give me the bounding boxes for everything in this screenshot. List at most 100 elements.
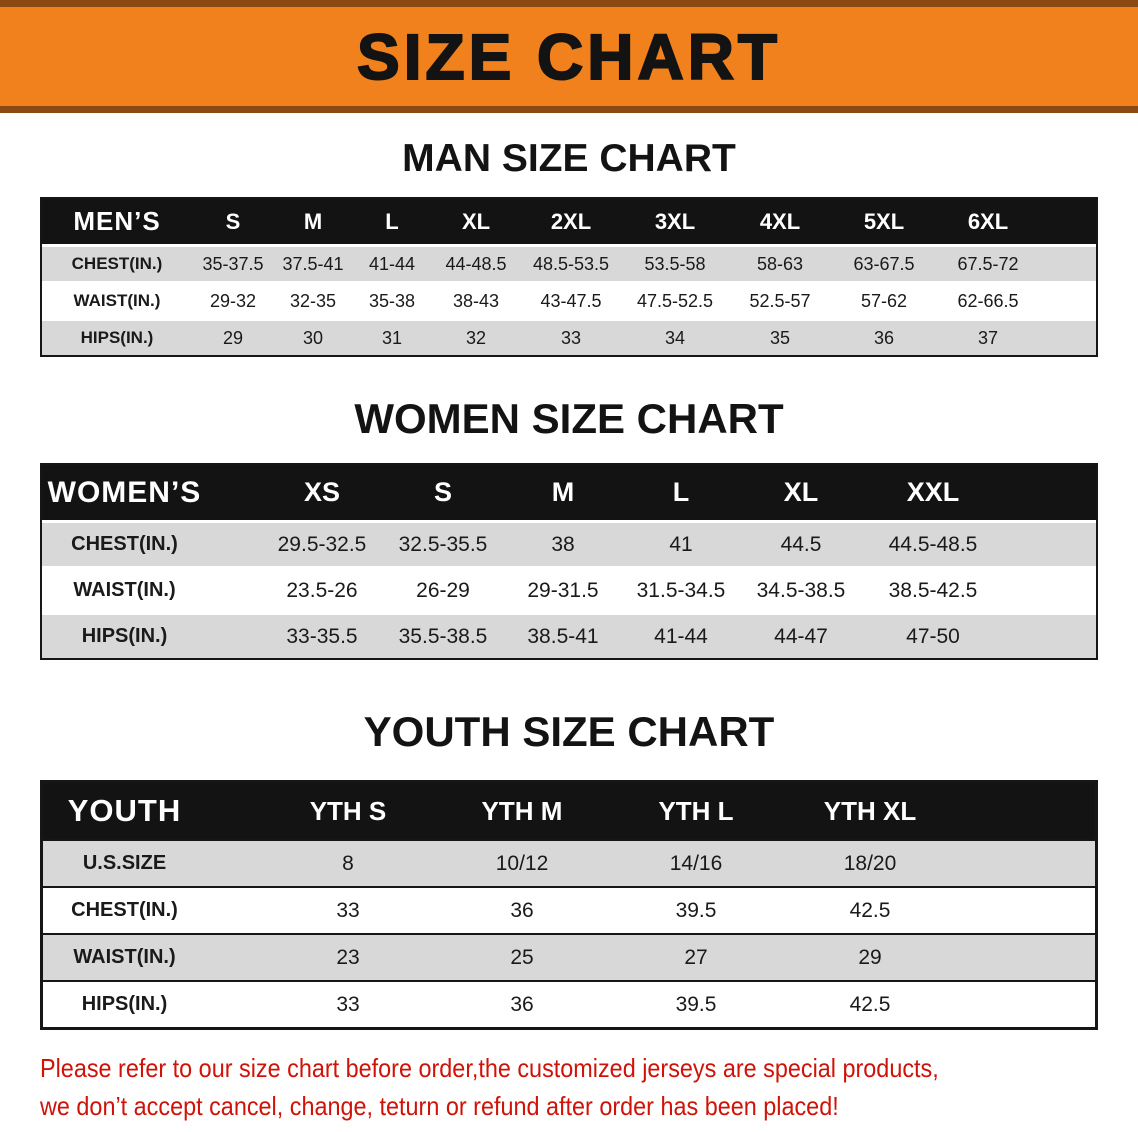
banner: SIZE CHART	[0, 0, 1138, 113]
size-value-cell: 48.5-53.5	[532, 253, 610, 274]
size-value-cell: 32	[465, 327, 487, 348]
men-chart-heading: MAN SIZE CHART	[402, 137, 736, 180]
size-value-cell: 31	[381, 327, 403, 348]
size-value-cell: 62-66.5	[957, 290, 1019, 311]
row-label-cell: CHEST(IN.)	[71, 254, 163, 273]
size-value-cell: 42.5	[849, 992, 891, 1016]
disclaimer: Please refer to our size chart before or…	[40, 1050, 1138, 1125]
size-value-cell: 38	[551, 532, 575, 556]
size-value-cell: 38.5-42.5	[888, 578, 978, 602]
row-label-cell: HIPS(IN.)	[81, 993, 168, 1015]
size-value-cell: 33	[336, 898, 360, 922]
size-column-header: M	[551, 477, 575, 507]
size-value-cell: 41-44	[368, 253, 416, 274]
size-value-cell: 29	[222, 327, 244, 348]
size-value-cell: 33-35.5	[286, 624, 358, 648]
size-column-header: YTH XL	[823, 795, 917, 826]
table-row: WAIST(IN.) 23 25 27 29	[43, 933, 1095, 980]
size-column-header: 4XL	[759, 208, 801, 234]
size-value-cell: 47-50	[906, 624, 960, 648]
size-value-cell: 29-32	[209, 290, 257, 311]
size-column-header: XL	[783, 477, 819, 507]
table-row: HIPS(IN.) 33 36 39.5 42.5	[43, 980, 1095, 1027]
table-row: CHEST(IN.) 29.5-32.5 32.5-35.5 38 41 44.5 44.5…	[42, 520, 1096, 566]
size-column-header: XS	[303, 477, 341, 507]
size-value-cell: 30	[302, 327, 324, 348]
size-value-cell: 47.5-52.5	[636, 290, 714, 311]
size-value-cell: 67.5-72	[957, 253, 1019, 274]
table-row: WAIST(IN.) 23.5-26 26-29 29-31.5 31.5-34.5 34…	[42, 566, 1096, 612]
women-size-table: WOMEN’S XS S M L XL XXL CHEST(IN.) 29.5-32.5 32.5…	[40, 463, 1098, 660]
size-value-cell: 39.5	[675, 898, 717, 922]
youth-size-table: YOUTH YTH S YTH M YTH L YTH XL U.S.SIZE 8 10/12…	[40, 780, 1098, 1030]
size-column-header: 3XL	[654, 208, 696, 234]
row-label-cell: U.S.SIZE	[82, 852, 167, 874]
men-size-section: MAN SIZE CHART MEN’S S M L XL 2XL 3XL 4XL 5XL 6XL…	[0, 137, 1138, 357]
table-title-cell: WOMEN’S	[47, 475, 202, 509]
youth-size-section: YOUTH SIZE CHART YOUTH YTH S YTH M YTH L YTH…	[0, 708, 1138, 1030]
size-column-header: L	[385, 208, 399, 234]
women-size-section: WOMEN SIZE CHART WOMEN’S XS S M L XL XXL CHEST(…	[0, 395, 1138, 660]
size-value-cell: 44.5	[780, 532, 822, 556]
size-value-cell: 36	[510, 898, 534, 922]
table-row: HIPS(IN.) 29 30 31 32 33 34 35 36 37	[42, 318, 1096, 355]
youth-chart-heading: YOUTH SIZE CHART	[363, 708, 775, 755]
size-value-cell: 35-38	[368, 290, 416, 311]
size-value-cell: 52.5-57	[749, 290, 811, 311]
row-label-cell: HIPS(IN.)	[80, 328, 154, 347]
size-value-cell: 63-67.5	[853, 253, 915, 274]
size-value-cell: 32-35	[289, 290, 337, 311]
table-header-row: WOMEN’S XS S M L XL XXL	[42, 465, 1096, 520]
size-column-header: S	[225, 208, 241, 234]
size-value-cell: 27	[684, 945, 708, 969]
size-column-header: S	[433, 477, 452, 507]
disclaimer-line-2: we don’t accept cancel, change, teturn o…	[40, 1090, 839, 1121]
size-value-cell: 29.5-32.5	[277, 532, 367, 556]
size-value-cell: 31.5-34.5	[636, 578, 726, 602]
size-value-cell: 41	[669, 532, 693, 556]
size-value-cell: 37	[977, 327, 999, 348]
size-value-cell: 42.5	[849, 898, 891, 922]
row-label-cell: HIPS(IN.)	[81, 625, 168, 647]
size-value-cell: 14/16	[669, 851, 723, 875]
size-value-cell: 8	[342, 851, 354, 875]
size-value-cell: 26-29	[416, 578, 470, 602]
size-value-cell: 10/12	[495, 851, 549, 875]
table-row: CHEST(IN.) 35-37.5 37.5-41 41-44 44-48.5 48.5…	[42, 244, 1096, 281]
size-value-cell: 57-62	[860, 290, 908, 311]
size-value-cell: 38-43	[452, 290, 500, 311]
row-label-cell: WAIST(IN.)	[73, 579, 176, 601]
table-row: U.S.SIZE 8 10/12 14/16 18/20	[43, 839, 1095, 886]
size-value-cell: 37.5-41	[282, 253, 344, 274]
size-column-header: M	[303, 208, 323, 234]
size-value-cell: 44-47	[774, 624, 828, 648]
size-value-cell: 58-63	[756, 253, 804, 274]
row-label-cell: WAIST(IN.)	[73, 946, 176, 968]
table-row: CHEST(IN.) 33 36 39.5 42.5	[43, 886, 1095, 933]
table-header-row: MEN’S S M L XL 2XL 3XL 4XL 5XL 6XL	[42, 199, 1096, 244]
size-value-cell: 23	[336, 945, 360, 969]
size-value-cell: 38.5-41	[527, 624, 599, 648]
size-value-cell: 29-31.5	[527, 578, 599, 602]
size-value-cell: 41-44	[654, 624, 708, 648]
size-value-cell: 44.5-48.5	[888, 532, 978, 556]
size-column-header: 6XL	[967, 208, 1009, 234]
banner-title: SIZE CHART	[356, 20, 781, 94]
table-row: WAIST(IN.) 29-32 32-35 35-38 38-43 43-47.5 47.…	[42, 281, 1096, 318]
women-chart-heading: WOMEN SIZE CHART	[354, 395, 784, 442]
size-value-cell: 36	[510, 992, 534, 1016]
size-value-cell: 34	[664, 327, 686, 348]
size-value-cell: 18/20	[843, 851, 897, 875]
table-row: HIPS(IN.) 33-35.5 35.5-38.5 38.5-41 41-44 44-…	[42, 612, 1096, 658]
size-column-header: YTH L	[658, 795, 734, 826]
size-value-cell: 35.5-38.5	[398, 624, 488, 648]
size-value-cell: 36	[873, 327, 895, 348]
size-column-header: YTH M	[481, 795, 563, 826]
size-value-cell: 29	[858, 945, 882, 969]
size-column-header: YTH S	[309, 795, 387, 826]
table-title-cell: MEN’S	[73, 206, 161, 236]
size-value-cell: 39.5	[675, 992, 717, 1016]
size-value-cell: 32.5-35.5	[398, 532, 488, 556]
size-column-header: XXL	[906, 477, 960, 507]
table-header-row: YOUTH YTH S YTH M YTH L YTH XL	[43, 783, 1095, 839]
